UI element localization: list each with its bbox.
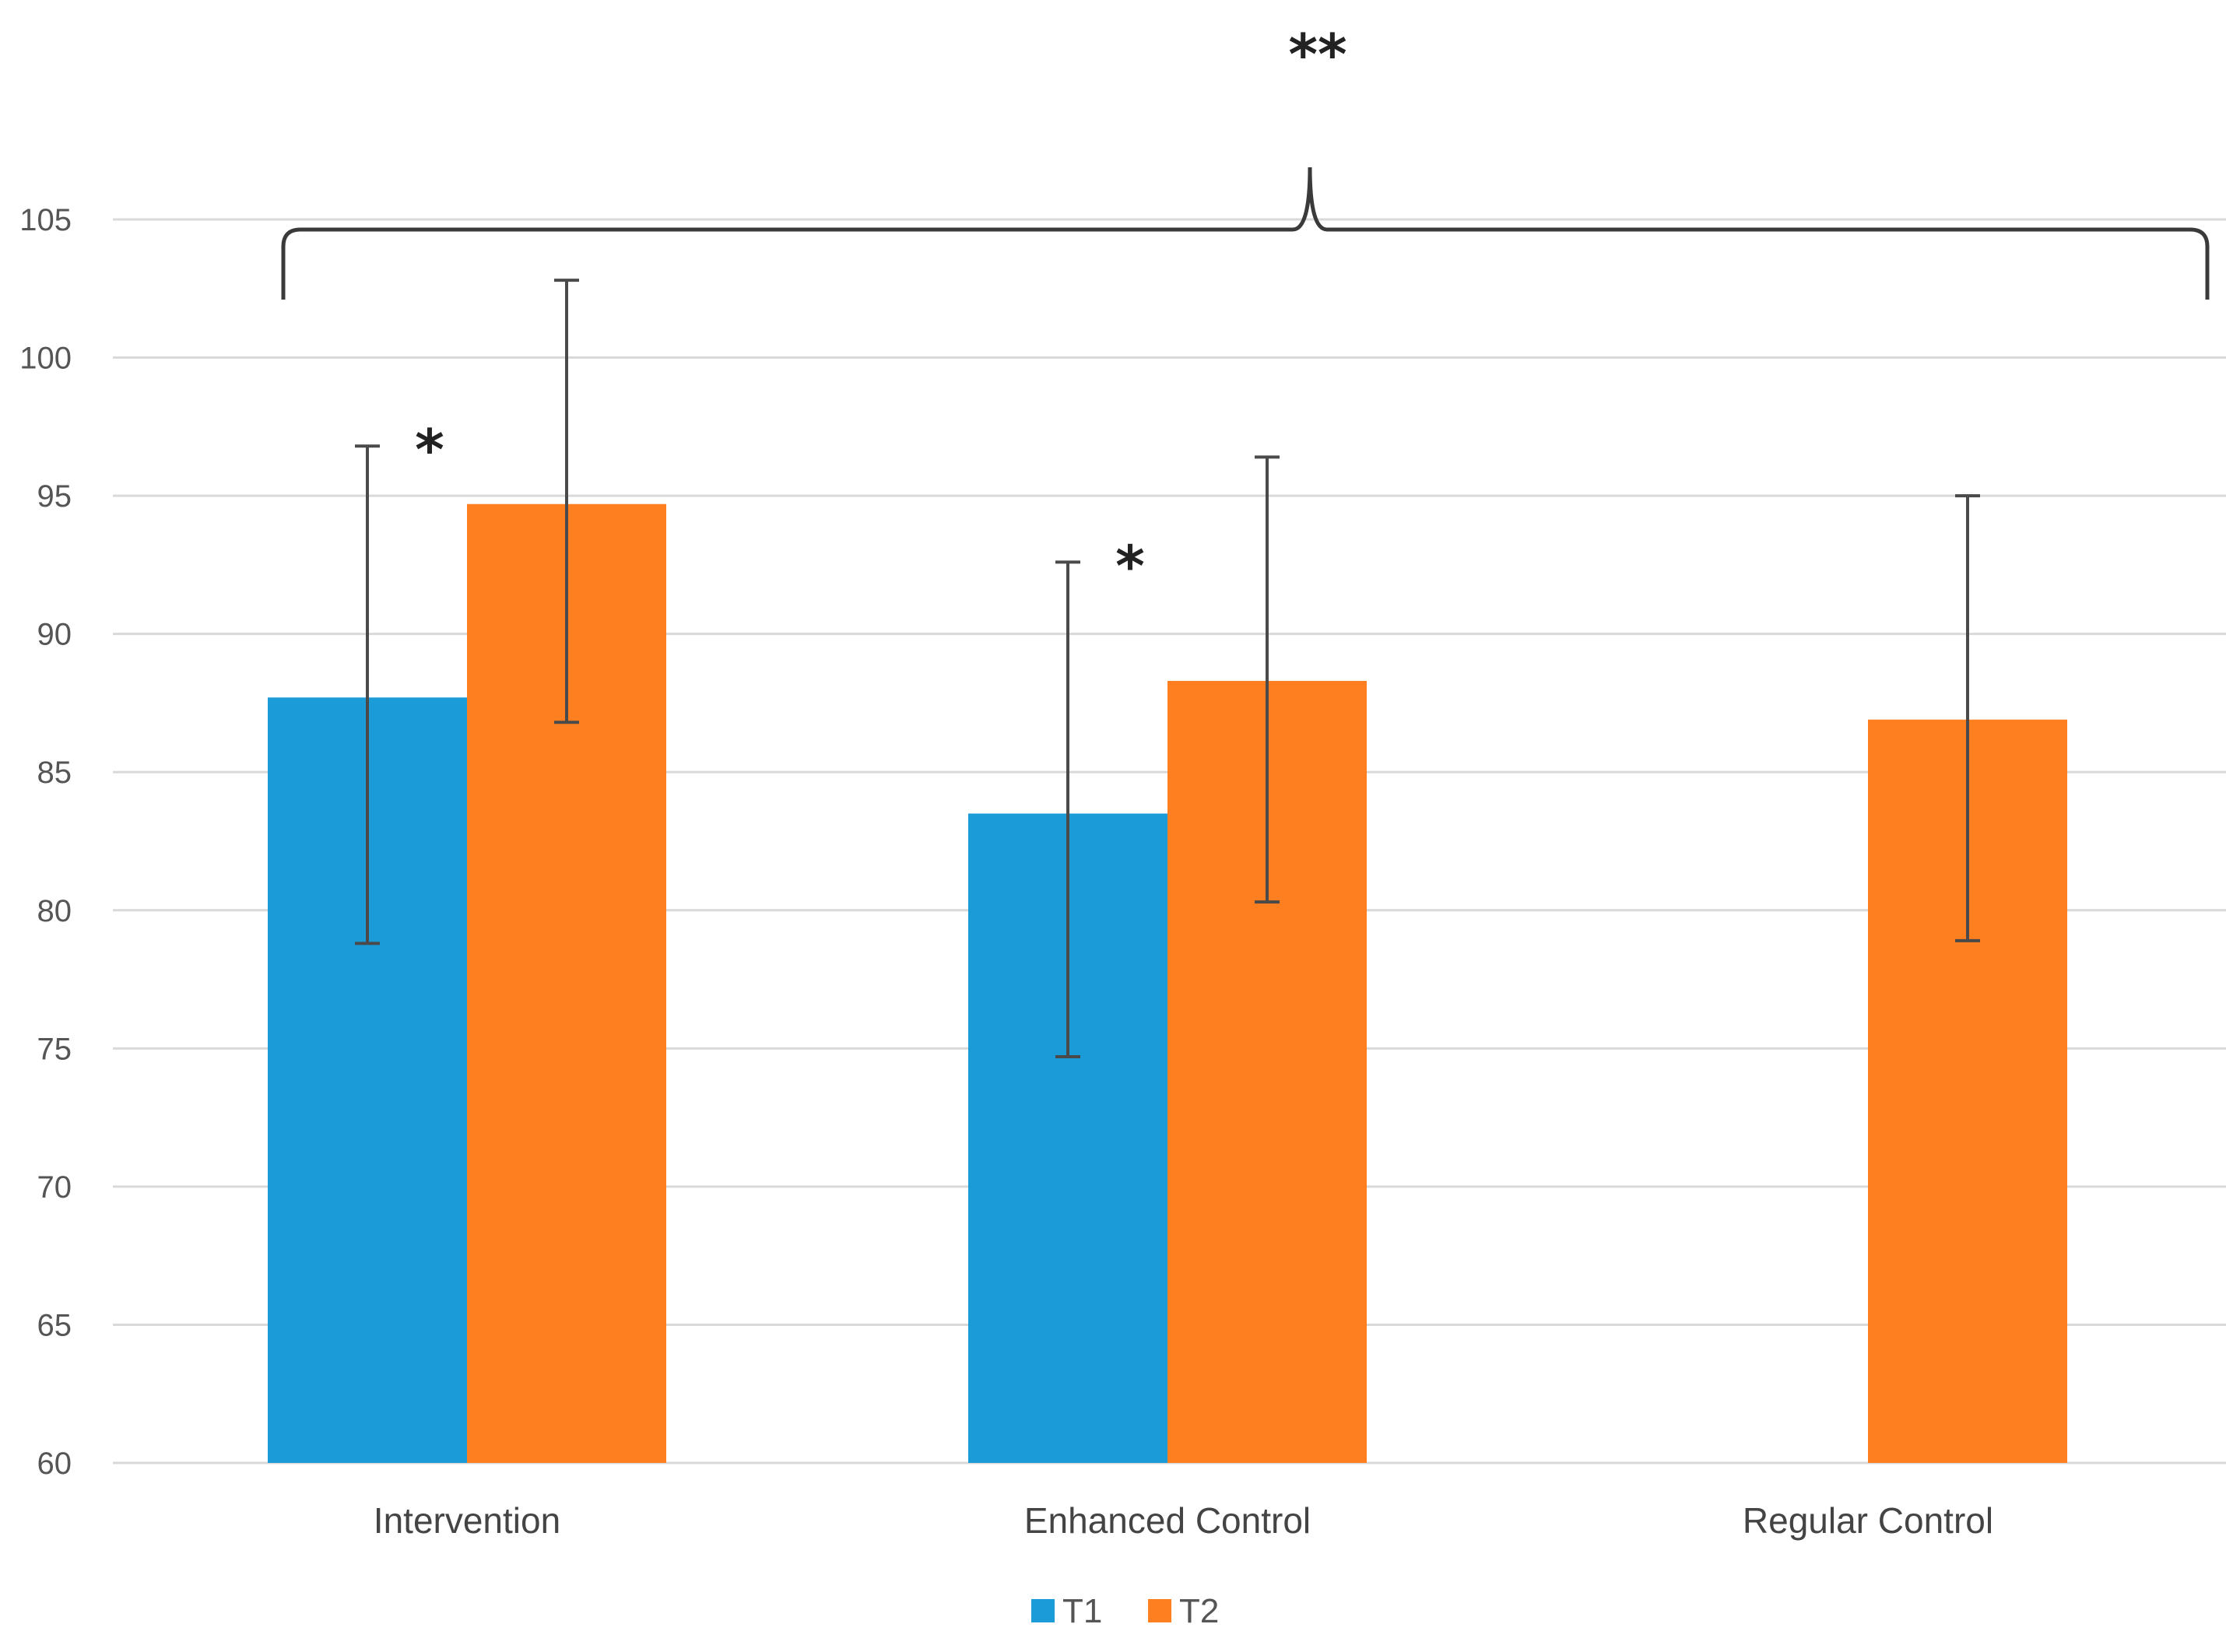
- legend-swatch-t2: [1148, 1599, 1171, 1622]
- y-tick-label: 65: [37, 1308, 72, 1342]
- x-category-label: Enhanced Control: [1024, 1500, 1311, 1541]
- bracket-significance-label: **: [1288, 22, 1346, 87]
- error-bar: [554, 279, 579, 724]
- y-tick-label: 75: [37, 1032, 72, 1066]
- error-bar: [1055, 560, 1080, 1058]
- y-tick-label: 80: [37, 894, 72, 928]
- significance-marker: *: [415, 417, 444, 482]
- x-axis-category-labels: Intervention Enhanced Control Regular Cont…: [374, 1500, 1993, 1541]
- error-bar: [355, 444, 380, 945]
- error-bar: [1955, 494, 1980, 942]
- significance-marker: *: [1115, 533, 1145, 598]
- y-axis-tick-labels: 60 65 70 75 80 85 90 95 100 105: [19, 203, 72, 1481]
- legend-swatch-t1: [1031, 1599, 1055, 1622]
- y-tick-label: 60: [37, 1447, 72, 1481]
- legend-label: T2: [1179, 1592, 1219, 1630]
- y-tick-label: 95: [37, 479, 72, 514]
- x-category-label: Regular Control: [1743, 1500, 1993, 1541]
- y-tick-label: 100: [19, 342, 72, 376]
- legend-label: T1: [1062, 1592, 1102, 1630]
- y-tick-label: 85: [37, 756, 72, 790]
- y-tick-label: 105: [19, 203, 72, 237]
- legend: T1 T2: [1031, 1592, 1219, 1630]
- y-tick-label: 70: [37, 1170, 72, 1205]
- bars: [268, 503, 2067, 1464]
- x-category-label: Intervention: [374, 1500, 560, 1541]
- significance-annotations: ****: [281, 22, 2210, 598]
- significance-bracket: [281, 167, 2210, 300]
- y-tick-label: 90: [37, 618, 72, 652]
- error-bars: [355, 279, 1980, 1058]
- error-bar: [1255, 455, 1280, 904]
